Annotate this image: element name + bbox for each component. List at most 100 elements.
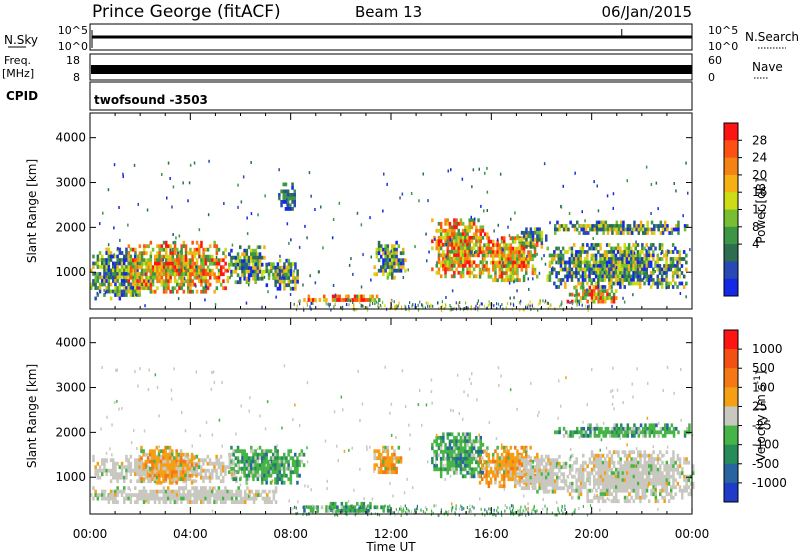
velocity-echo-cell — [265, 459, 268, 464]
velocity-echo-cell — [222, 496, 225, 501]
power-echo-cell — [592, 278, 596, 282]
velocity-echo-cell — [239, 489, 243, 494]
power-echo-cell — [514, 267, 517, 272]
power-echo-cell — [282, 189, 285, 194]
power-echo-cell — [360, 303, 362, 307]
power-echo-cell — [461, 177, 464, 181]
velocity-echo-cell — [129, 479, 133, 484]
velocity-echo-cell — [272, 466, 275, 471]
power-echo-cell — [590, 264, 593, 268]
velocity-echo-cell — [340, 508, 344, 513]
power-echo-cell — [217, 261, 221, 266]
power-echo-cell — [448, 256, 452, 261]
power-echo-cell — [580, 227, 583, 232]
velocity-echo-cell — [536, 452, 539, 457]
freq-label: Freq. — [4, 54, 31, 67]
velocity-echo-cell — [632, 464, 636, 469]
velocity-echo-cell — [551, 475, 555, 480]
velocity-echo-cell — [129, 468, 133, 473]
velocity-echo-cell — [134, 493, 137, 497]
velocity-echo-cell — [503, 445, 506, 450]
velocity-echo-cell — [588, 499, 592, 504]
power-echo-cell — [243, 276, 246, 281]
power-echo-cell — [217, 272, 221, 277]
velocity-echo-cell — [464, 442, 467, 447]
velocity-echo-cell — [439, 467, 443, 472]
velocity-echo-cell — [289, 470, 293, 475]
power-echo-cell — [165, 268, 168, 273]
velocity-echo-cell — [582, 478, 585, 483]
power-echo-cell — [278, 283, 282, 288]
velocity-echo-cell — [612, 499, 616, 504]
power-echo-cell — [419, 300, 421, 304]
velocity-echo-cell — [630, 488, 633, 493]
velocity-echo-cell — [610, 460, 614, 465]
power-echo-cell — [636, 281, 640, 286]
power-echo-cell — [669, 257, 673, 261]
power-echo-cell — [617, 224, 621, 228]
power-echo-cell — [303, 298, 306, 302]
power-echo-cell — [657, 224, 660, 228]
velocity-echo-cell — [545, 454, 548, 459]
power-echo-cell — [519, 302, 521, 306]
power-echo-cell — [360, 285, 363, 289]
velocity-echo-cell — [298, 473, 301, 478]
power-echo-cell — [680, 257, 684, 261]
power-echo-cell — [586, 250, 589, 254]
velocity-echo-cell — [208, 475, 212, 480]
power-colorbar-tick-label: 28 — [752, 133, 767, 147]
power-echo-cell — [107, 282, 111, 287]
power-echo-cell — [557, 285, 560, 289]
velocity-echo-cell — [98, 493, 102, 497]
power-echo-cell — [284, 196, 288, 201]
velocity-echo-cell — [178, 496, 181, 501]
velocity-echo-cell — [211, 493, 214, 497]
velocity-echo-cell — [606, 492, 609, 497]
velocity-echo-cell — [487, 452, 491, 457]
power-echo-cell — [572, 257, 576, 261]
power-echo-cell — [294, 279, 297, 284]
power-echo-cell — [198, 228, 201, 232]
velocity-echo-cell — [164, 452, 167, 457]
velocity-echo-cell — [470, 446, 474, 451]
velocity-echo-cell — [446, 432, 449, 437]
velocity-echo-cell — [200, 500, 203, 504]
power-echo-cell — [533, 253, 537, 258]
velocity-echo-cell — [276, 477, 279, 482]
power-echo-cell — [575, 271, 578, 275]
power-echo-cell — [670, 227, 674, 232]
power-echo-cell — [470, 305, 472, 309]
power-echo-cell — [666, 224, 669, 228]
velocity-echo-cell — [556, 472, 559, 477]
power-echo-cell — [195, 261, 199, 266]
power-echo-cell — [616, 243, 620, 247]
power-echo-cell — [116, 258, 119, 262]
velocity-echo-cell — [382, 456, 385, 461]
velocity-echo-cell — [294, 466, 297, 471]
power-echo-cell — [615, 224, 619, 228]
power-echo-cell — [509, 243, 513, 248]
power-echo-cell — [498, 274, 502, 279]
power-echo-cell — [200, 254, 203, 259]
power-echo-cell — [127, 275, 130, 280]
power-echo-cell — [241, 259, 244, 264]
power-echo-cell — [627, 246, 631, 251]
power-echo-cell — [184, 247, 188, 252]
velocity-echo-cell — [571, 467, 574, 472]
velocity-echo-cell — [384, 445, 387, 450]
power-echo-cell — [138, 275, 142, 280]
power-echo-cell — [470, 263, 474, 268]
power-echo-cell — [610, 260, 613, 265]
power-echo-cell — [285, 276, 288, 281]
power-echo-cell — [498, 250, 502, 255]
velocity-echo-cell — [101, 472, 104, 477]
power-echo-cell — [382, 258, 385, 263]
velocity-echo-cell — [105, 472, 108, 477]
power-echo-cell — [617, 231, 621, 235]
power-echo-cell — [132, 289, 135, 294]
velocity-echo-cell — [582, 467, 585, 472]
power-echo-cell — [637, 264, 639, 268]
power-echo-cell — [116, 254, 119, 259]
power-echo-cell — [676, 260, 679, 265]
power-echo-cell — [348, 263, 351, 267]
